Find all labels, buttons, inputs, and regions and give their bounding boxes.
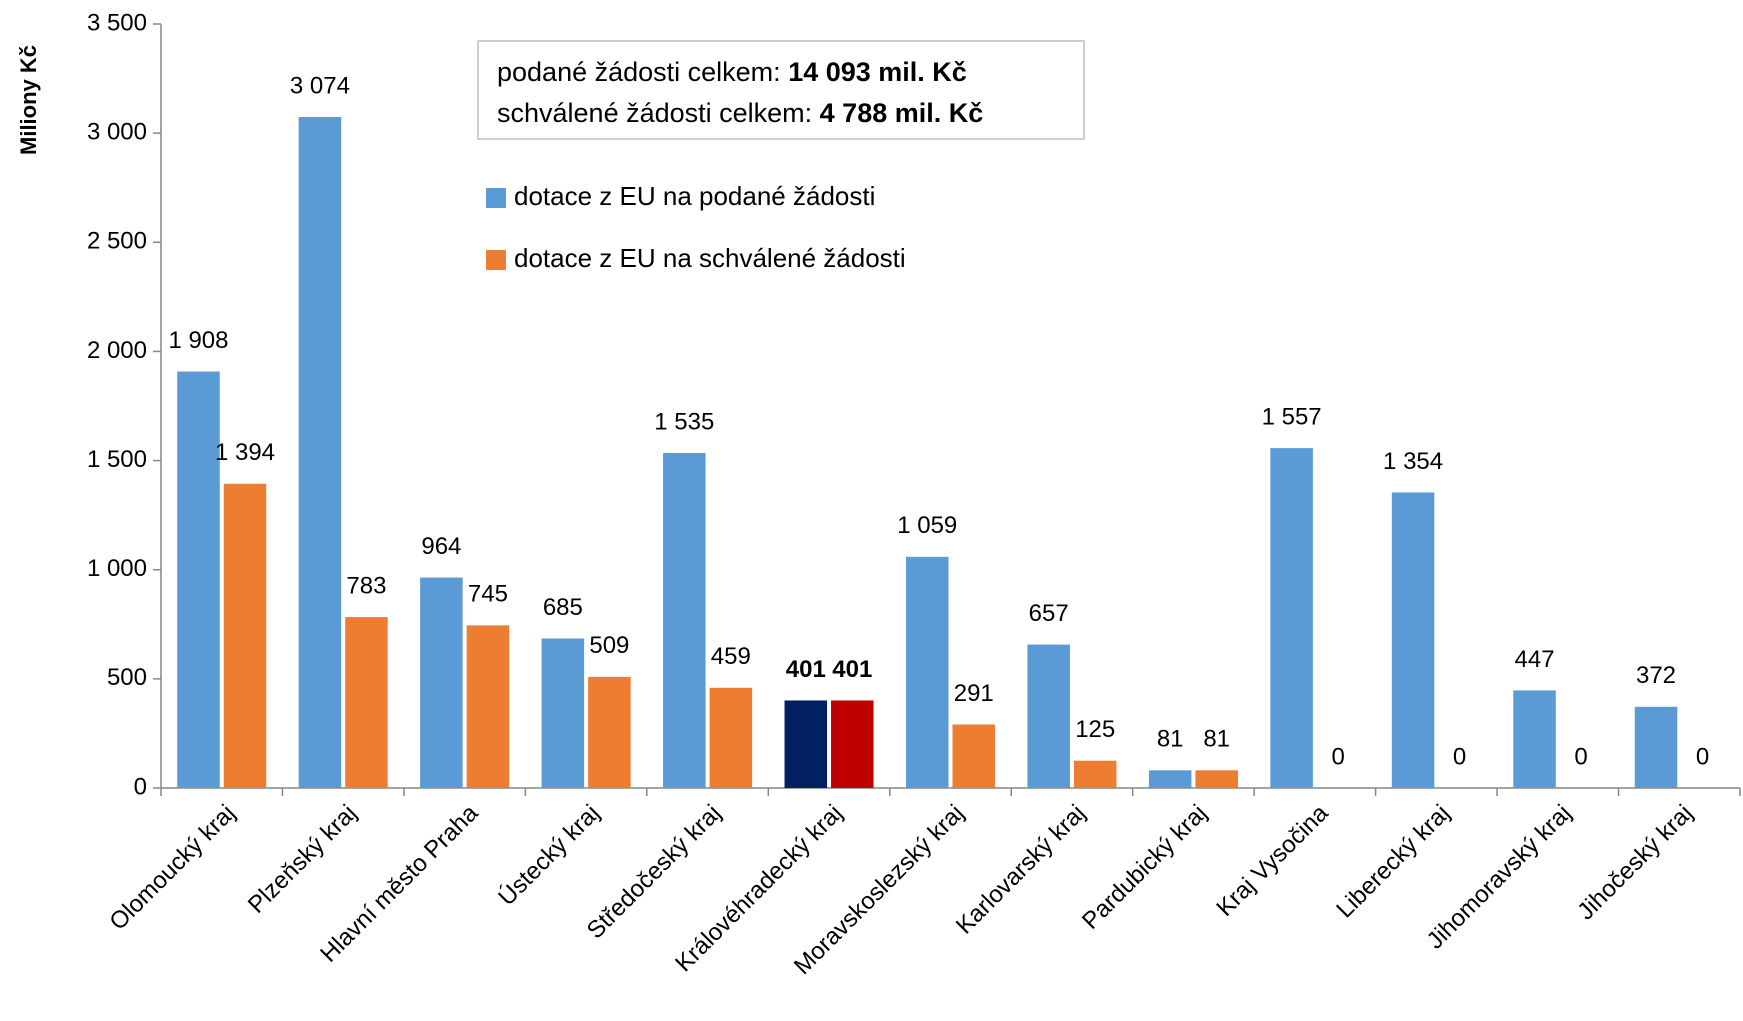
data-label: 291 (954, 680, 994, 707)
legend-label: dotace z EU na schválené žádosti (514, 243, 906, 273)
data-label: 447 (1515, 646, 1555, 673)
bar (177, 371, 220, 788)
y-tick-label: 0 (134, 773, 147, 800)
annotation-value: 14 093 mil. Kč (788, 57, 967, 87)
bar (1634, 706, 1678, 788)
data-label: 783 (346, 572, 386, 599)
y-tick-label: 1 500 (87, 446, 147, 473)
data-label: 0 (1574, 743, 1587, 770)
legend-swatch (486, 250, 506, 270)
annotation-text: schválené žádosti celkem: (497, 98, 820, 128)
data-label: 509 (589, 632, 629, 659)
legend-swatch (486, 188, 506, 208)
data-label: 401 (786, 656, 826, 683)
bar (588, 676, 631, 788)
data-label: 685 (543, 594, 583, 621)
bar (1073, 760, 1117, 788)
bar (420, 577, 463, 788)
data-label: 1 354 (1383, 448, 1443, 475)
y-tick-label: 2 500 (87, 228, 147, 255)
bar (905, 556, 949, 788)
bar (663, 452, 706, 788)
x-tick-label: Plzeňský kraj (243, 800, 362, 919)
x-tick-label: Olomoucký kraj (104, 800, 240, 936)
bar (1148, 770, 1192, 788)
annotation-text: podané žádosti celkem: (497, 57, 788, 87)
bar (1391, 492, 1435, 788)
data-label: 0 (1453, 743, 1466, 770)
bar (709, 687, 753, 788)
annotation: podané žádosti celkem: 14 093 mil. Kč (497, 57, 967, 87)
data-label: 1 535 (654, 408, 714, 435)
x-tick-label: Kraj Vysočina (1211, 799, 1334, 922)
bar (1270, 448, 1313, 788)
data-label: 401 (832, 656, 872, 683)
bar (466, 625, 510, 788)
y-tick-label: 3 000 (87, 118, 147, 145)
data-label: 459 (711, 643, 751, 670)
data-label: 1 394 (215, 439, 275, 466)
annotation-value: 4 788 mil. Kč (820, 98, 984, 128)
y-tick-label: 2 000 (87, 337, 147, 364)
bar (1195, 770, 1238, 788)
bar (784, 700, 828, 788)
annotation-box (477, 40, 1085, 140)
y-axis-label: Miliony Kč (16, 45, 41, 155)
bar (298, 116, 342, 788)
data-label: 964 (421, 533, 461, 560)
y-tick-label: 3 500 (87, 9, 147, 36)
x-tick-label: Jihočeský kraj (1572, 800, 1698, 926)
x-tick-label: Ústecký kraj (493, 800, 605, 912)
data-label: 3 074 (290, 72, 350, 99)
data-label: 0 (1696, 743, 1709, 770)
annotation: schválené žádosti celkem: 4 788 mil. Kč (497, 98, 983, 128)
data-label: 1 908 (168, 327, 228, 354)
data-label: 372 (1636, 662, 1676, 689)
bar (952, 724, 996, 788)
bar (345, 617, 388, 788)
bar (831, 700, 874, 788)
data-label: 81 (1157, 726, 1184, 753)
data-label: 1 059 (897, 512, 957, 539)
data-label: 657 (1029, 600, 1069, 627)
data-label: 1 557 (1262, 403, 1322, 430)
y-tick-label: 500 (107, 664, 147, 691)
data-label: 0 (1331, 743, 1344, 770)
x-tick-label: Liberecký kraj (1331, 800, 1455, 924)
x-tick-label: Karlovarský kraj (951, 800, 1091, 940)
legend-label: dotace z EU na podané žádosti (514, 181, 875, 211)
y-tick-label: 1 000 (87, 555, 147, 582)
bar (1027, 644, 1070, 788)
bar (541, 638, 585, 788)
data-label: 81 (1203, 726, 1230, 753)
bar (1513, 690, 1556, 788)
data-label: 745 (468, 581, 508, 608)
bar (223, 483, 267, 788)
x-tick-label: Pardubický kraj (1077, 800, 1212, 935)
data-label: 125 (1075, 716, 1115, 743)
